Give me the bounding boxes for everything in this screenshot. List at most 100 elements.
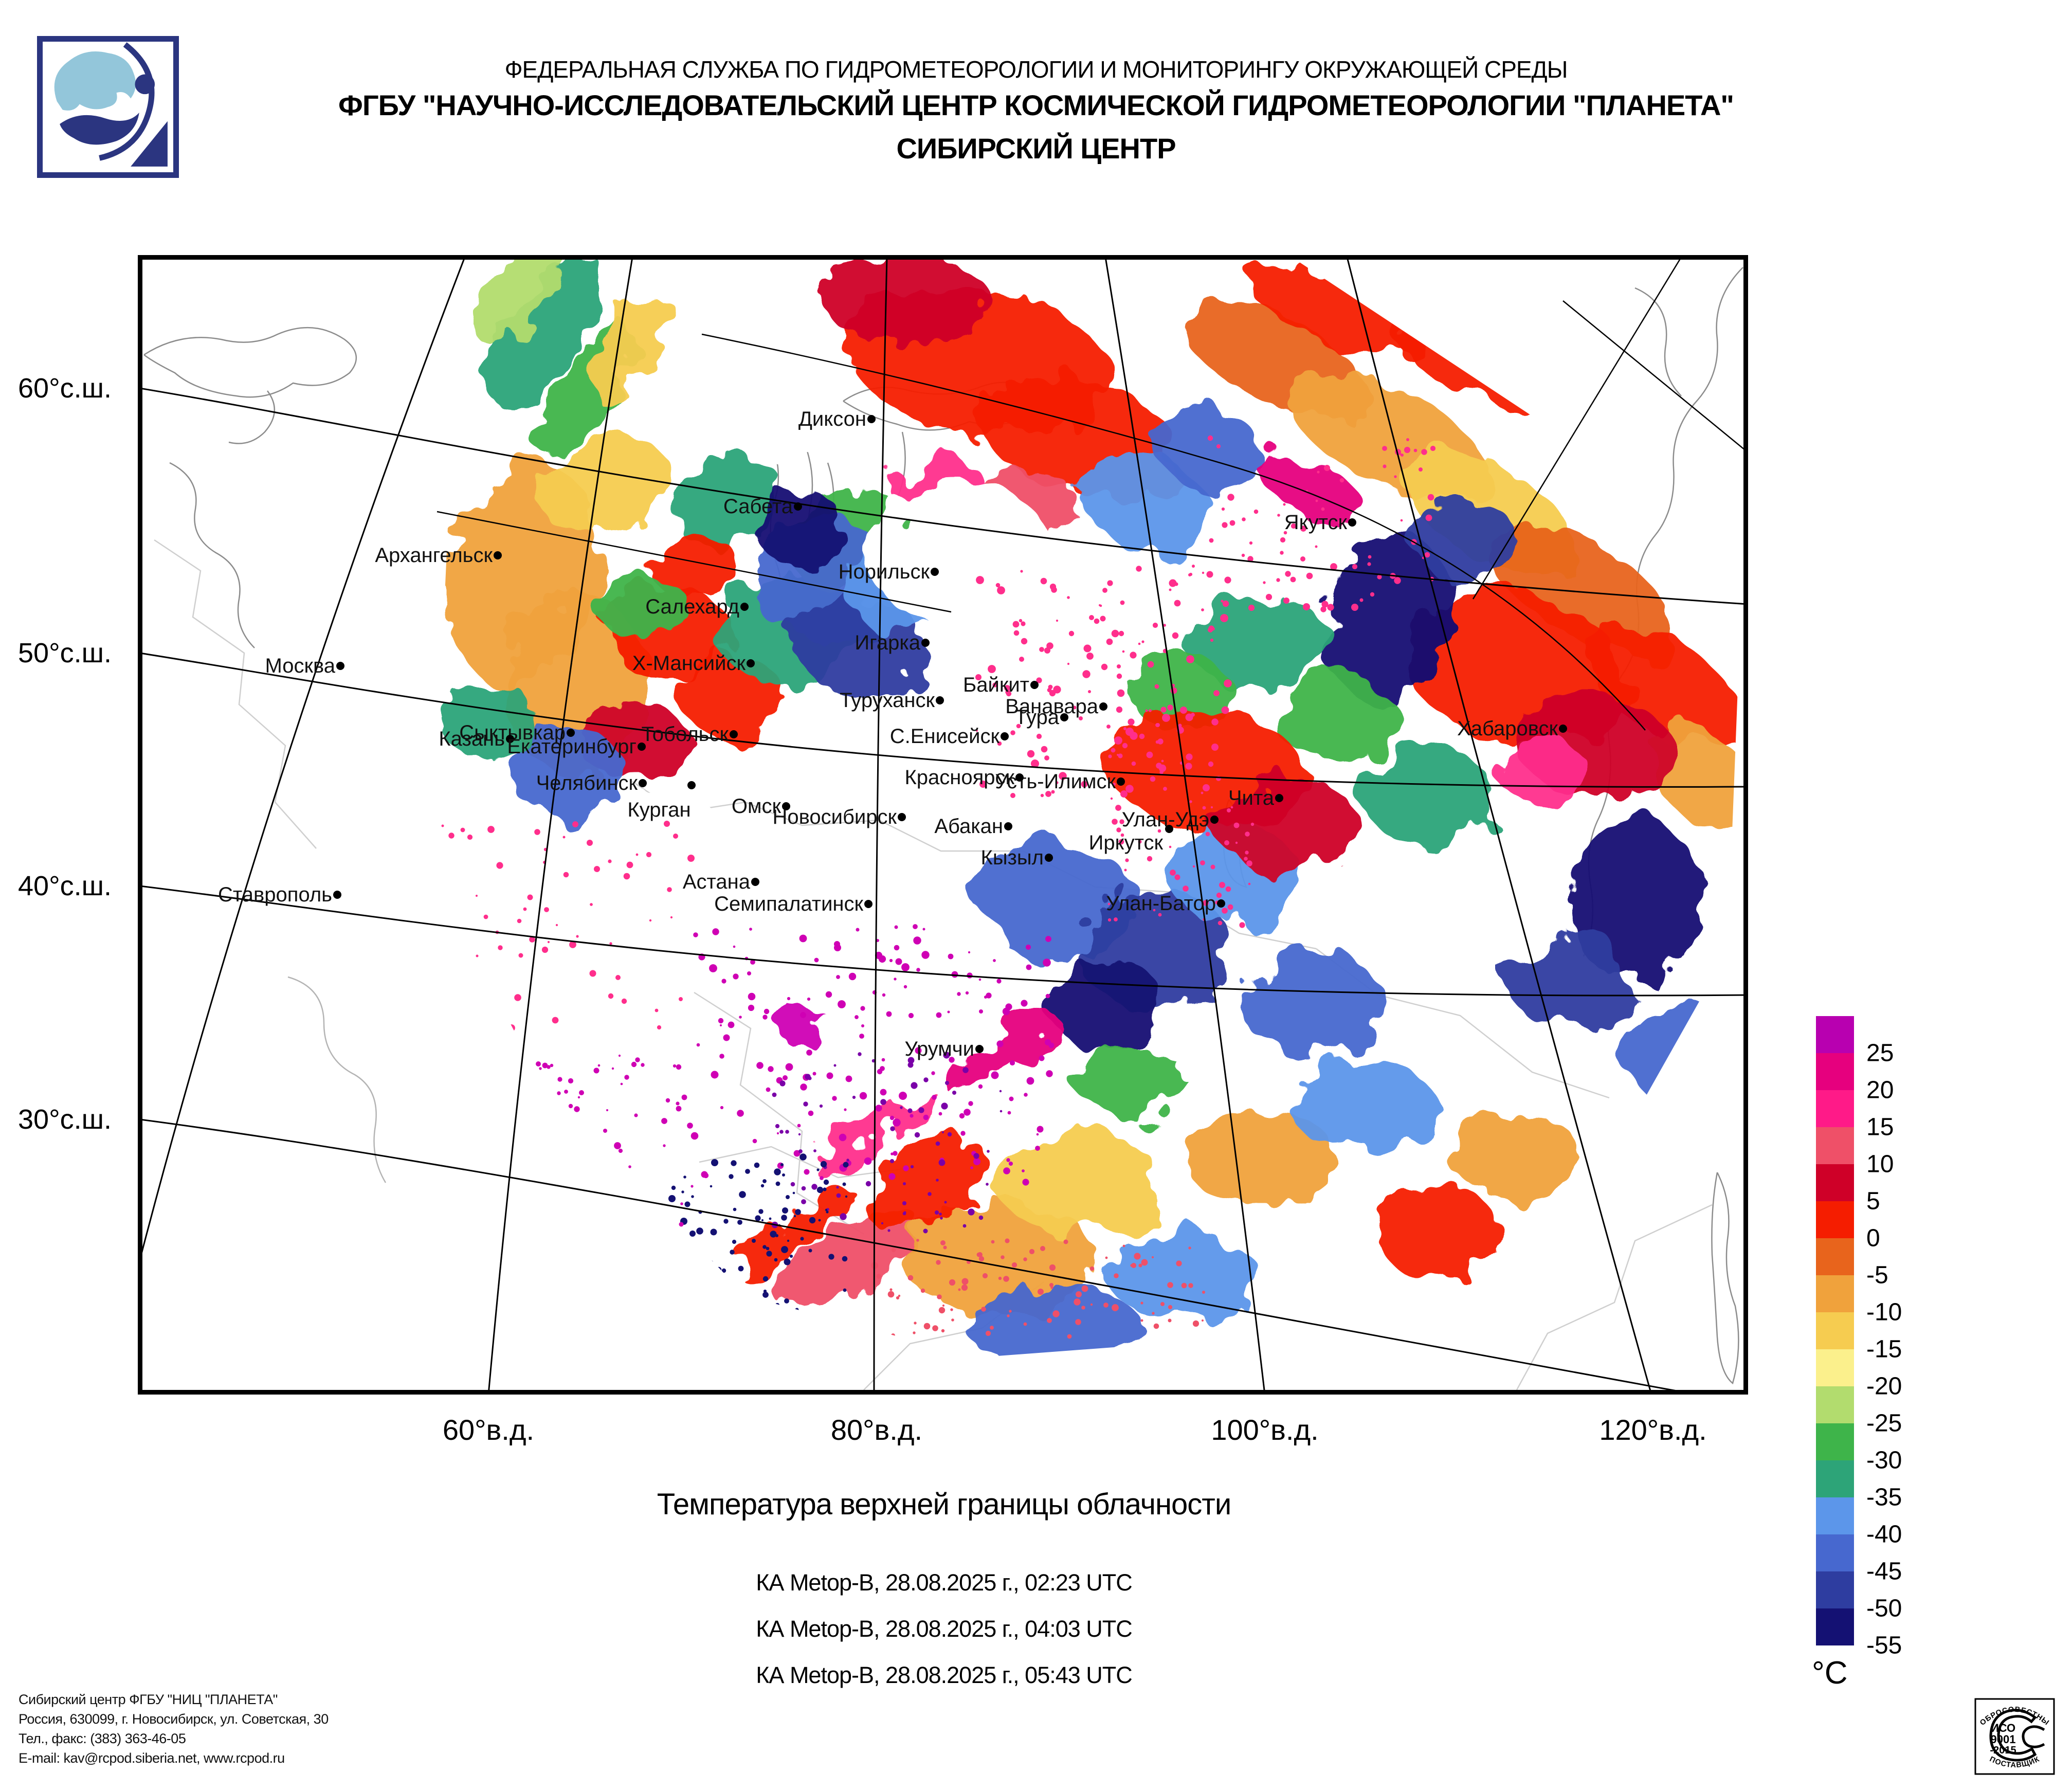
- city-label: Иркутск: [1089, 831, 1164, 854]
- cloud-speckle: [1002, 1007, 1010, 1016]
- cloud-speckle: [1283, 531, 1287, 535]
- cloud-speckle: [921, 951, 930, 959]
- cloud-speckle: [514, 994, 521, 1001]
- cloud-speckle: [1181, 1282, 1187, 1289]
- cloud-speckle: [720, 1106, 724, 1110]
- cloud-speckle: [1128, 718, 1135, 726]
- cloud-speckle: [539, 1067, 542, 1070]
- cloud-speckle: [1044, 647, 1050, 654]
- satellite-pass-1: КА Metop-B, 28.08.2025 г., 02:23 UTC: [756, 1569, 1133, 1596]
- city-label: С.Енисейск: [890, 725, 1000, 748]
- cloud-speckle: [1174, 600, 1181, 607]
- cloud-speckle: [572, 821, 578, 827]
- cloud-speckle: [962, 1224, 967, 1228]
- cloud-speckle: [579, 1090, 584, 1095]
- cloud-speckle: [1352, 564, 1358, 570]
- cloud-speckle: [943, 1052, 950, 1059]
- cloud-speckle: [618, 1148, 623, 1153]
- cloud-speckle: [940, 1217, 943, 1220]
- cloud-speckle: [1022, 1169, 1025, 1172]
- cloud-gap: [1033, 566, 1177, 668]
- cloud-speckle: [1186, 655, 1194, 663]
- cloud-speckle: [843, 1162, 849, 1168]
- cloud-speckle: [811, 1184, 817, 1190]
- cloud-speckle: [1208, 761, 1214, 767]
- cloud-speckle: [875, 951, 883, 960]
- city-dot: [921, 639, 930, 647]
- cloud-speckle: [476, 954, 479, 957]
- cloud-speckle: [1116, 673, 1122, 679]
- cloud-speckle: [1047, 1318, 1052, 1323]
- colorbar-segment: [1816, 1127, 1854, 1164]
- cloud-speckle: [842, 1256, 848, 1262]
- cloud-speckle: [1118, 839, 1124, 845]
- cloud-speckle: [496, 862, 503, 869]
- cloud-speckle: [689, 1231, 696, 1237]
- cloud-speckle: [804, 1169, 810, 1175]
- city-label: Архангельск: [375, 544, 493, 567]
- cloud-speckle: [932, 1325, 938, 1331]
- cloud-speckle: [1114, 736, 1122, 745]
- cloud-gap: [740, 879, 1008, 1023]
- cloud-speckle: [547, 940, 550, 944]
- meridian-40e: [142, 260, 465, 1253]
- cloud-speckle: [1051, 790, 1055, 794]
- cloud-speckle: [719, 1054, 724, 1059]
- cloud-speckle: [1118, 753, 1123, 758]
- cloud-speckle: [624, 1075, 629, 1080]
- cloud-speckle: [948, 953, 954, 960]
- cloud-speckle: [984, 996, 987, 999]
- cloud-speckle: [982, 1273, 988, 1279]
- cloud-speckle: [1338, 519, 1343, 524]
- cloud-speckle: [839, 1133, 847, 1142]
- cloud-blob: [997, 1131, 1162, 1234]
- temperature-colorbar: [1816, 1016, 1854, 1645]
- cloud-speckle: [690, 1185, 694, 1188]
- cloud-speckle: [1277, 514, 1280, 517]
- cloud-speckle: [681, 1094, 687, 1100]
- cloud-speckle: [663, 1144, 666, 1147]
- cloud-speckle: [1140, 1319, 1143, 1322]
- cloud-speckle: [1421, 449, 1427, 455]
- swath-edge-2: [1562, 300, 1743, 450]
- cloud-speckle: [1110, 797, 1113, 800]
- cloud-speckle: [536, 1061, 541, 1066]
- cloud-speckle: [1167, 704, 1173, 711]
- cloud-speckle: [920, 1288, 925, 1293]
- cloud-speckle: [1112, 819, 1118, 825]
- cloud-speckle: [529, 936, 535, 943]
- cloud-speckle: [1122, 743, 1128, 749]
- cloud-speckle: [1111, 748, 1116, 753]
- city-label: Казань: [439, 728, 505, 750]
- cloud-speckle: [1036, 677, 1042, 683]
- cloud-speckle: [711, 1071, 719, 1079]
- cloud-speckle: [1210, 806, 1213, 809]
- swath-edge-1: [1472, 260, 1681, 600]
- cloud-speckle: [710, 1185, 713, 1188]
- cloud-speckle: [1183, 885, 1189, 892]
- cloud-speckle: [1004, 685, 1010, 691]
- cloud-blob: [1239, 951, 1383, 1054]
- cloud-speckle: [1161, 759, 1164, 763]
- cloud-speckle: [784, 1298, 789, 1304]
- colorbar-segment: [1816, 1460, 1854, 1497]
- cloud-speckle: [923, 1114, 929, 1120]
- city-dot: [1030, 681, 1039, 689]
- cloud-speckle: [1155, 740, 1159, 744]
- colorbar-tick-label: -20: [1866, 1372, 1902, 1400]
- colorbar-tick-label: -25: [1866, 1409, 1902, 1437]
- city-label: Якутск: [1284, 511, 1348, 534]
- cloud-speckle: [1051, 587, 1057, 593]
- cloud-speckle: [991, 1071, 999, 1079]
- cloud-speckle: [1339, 478, 1344, 483]
- cloud-speckle: [840, 1213, 847, 1220]
- cloud-speckle: [781, 1246, 788, 1253]
- cloud-speckle: [1383, 464, 1387, 468]
- cloud-speckle: [973, 1158, 980, 1165]
- cloud-speckle: [1221, 706, 1229, 714]
- cloud-speckle: [1075, 1319, 1081, 1325]
- cloud-speckle: [931, 1071, 935, 1075]
- cloud-speckle: [754, 1162, 760, 1168]
- cloud-blob: [437, 684, 540, 756]
- cloud-speckle: [1245, 831, 1250, 837]
